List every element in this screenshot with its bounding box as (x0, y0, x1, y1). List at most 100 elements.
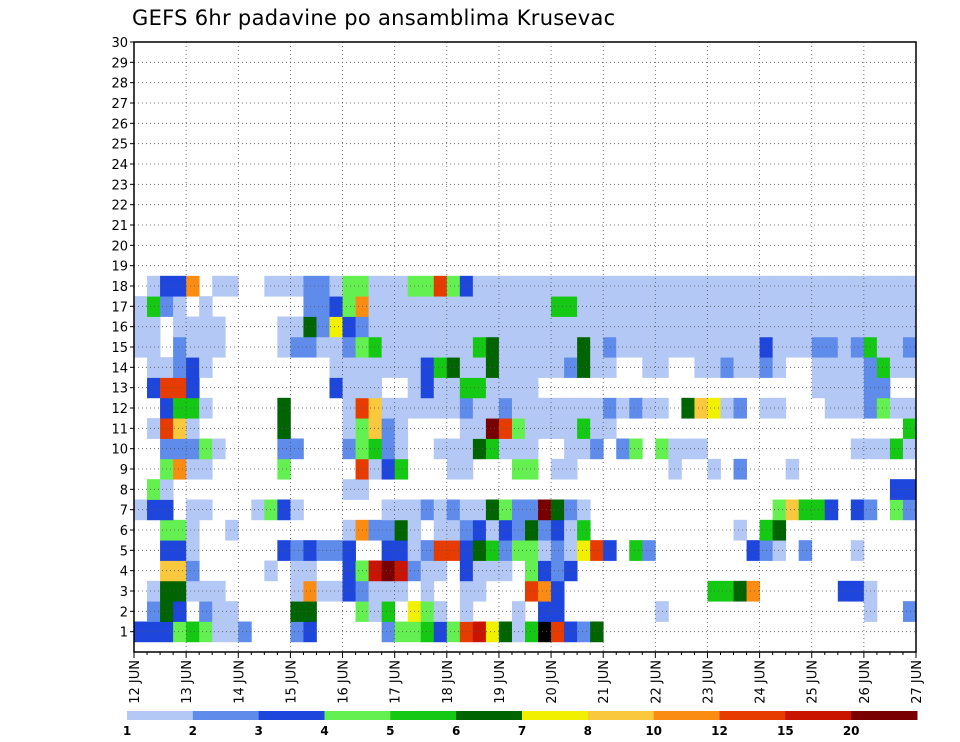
heatmap-cell (420, 336, 435, 358)
heatmap-cell (733, 357, 747, 378)
y-tick-label: 14 (111, 361, 128, 376)
heatmap-cell (590, 296, 604, 317)
x-tick-label: 17 JUN (389, 660, 404, 704)
heatmap-cell (446, 519, 461, 541)
heatmap-cell (498, 357, 513, 378)
y-tick-label: 16 (111, 321, 128, 336)
heatmap-cell (551, 499, 565, 521)
heatmap-cell (485, 357, 500, 378)
heatmap-cell (290, 275, 304, 297)
heatmap-cell (837, 296, 852, 317)
heatmap-cell (134, 336, 148, 358)
heatmap-cell (733, 397, 747, 419)
heatmap-cell (902, 479, 917, 500)
heatmap-cell (498, 499, 513, 521)
heatmap-cell (394, 560, 409, 582)
heatmap-cell (681, 296, 695, 317)
y-tick-label: 26 (111, 117, 128, 132)
y-tick-label: 9 (120, 463, 128, 478)
heatmap-cell (876, 438, 891, 460)
heatmap-cell (551, 357, 565, 378)
heatmap-cell (147, 418, 161, 439)
heatmap-cell (551, 580, 565, 602)
heatmap-cell (694, 357, 708, 378)
heatmap-cell (538, 560, 552, 582)
heatmap-cell (551, 316, 565, 338)
heatmap-cell (590, 357, 604, 378)
heatmap-cell (837, 336, 852, 358)
heatmap-cell (329, 336, 343, 358)
heatmap-cell (290, 499, 304, 521)
heatmap-cell (342, 296, 356, 317)
heatmap-cell (824, 499, 839, 521)
heatmap-cell (733, 316, 747, 338)
heatmap-cell (824, 397, 839, 419)
x-tick-label: 22 JUN (649, 660, 664, 704)
heatmap-cell (199, 499, 213, 521)
heatmap-cell (538, 397, 552, 419)
heatmap-cell (824, 336, 839, 358)
heatmap-cell (551, 540, 565, 561)
heatmap-cell (772, 296, 787, 317)
heatmap-cell (746, 357, 760, 378)
colorbar-swatch (785, 711, 852, 720)
heatmap-cell (186, 357, 200, 378)
heatmap-cell (485, 438, 500, 460)
heatmap-cell (381, 336, 396, 358)
heatmap-cell (290, 601, 304, 622)
heatmap-cell (681, 397, 695, 419)
heatmap-cell (577, 621, 591, 643)
heatmap-cell (368, 397, 383, 419)
heatmap-cell (199, 357, 213, 378)
heatmap-cell (329, 357, 343, 378)
heatmap-cell (147, 499, 161, 521)
heatmap-cell (746, 275, 760, 297)
colorbar-label: 20 (843, 724, 860, 738)
heatmap-cell (694, 296, 708, 317)
heatmap-cell (225, 275, 239, 297)
x-tick-label: 24 JUN (754, 660, 769, 704)
heatmap-cell (785, 296, 800, 317)
heatmap-cell (889, 336, 904, 358)
heatmap-cell (538, 519, 552, 541)
heatmap-cell (850, 336, 865, 358)
heatmap-cell (551, 601, 565, 622)
heatmap-cell (381, 316, 396, 338)
x-tick-label: 16 JUN (337, 660, 352, 704)
heatmap-cell (186, 580, 200, 602)
heatmap-cell (746, 540, 760, 561)
colorbar-swatch (127, 711, 194, 720)
heatmap-cell (381, 499, 396, 521)
heatmap-cell (876, 336, 891, 358)
heatmap-cell (525, 336, 539, 358)
colorbar-swatch (587, 711, 655, 720)
y-tick-label: 21 (111, 219, 128, 234)
heatmap-cell (785, 316, 800, 338)
colorbar-swatch (324, 711, 391, 720)
colorbar-swatch (192, 711, 260, 720)
heatmap-cell (746, 316, 760, 338)
heatmap-cell (733, 458, 747, 480)
heatmap-cell (642, 357, 656, 378)
heatmap-cell (577, 418, 591, 439)
heatmap-cell (134, 621, 148, 643)
heatmap-cell (902, 336, 917, 358)
heatmap-cell (173, 377, 187, 399)
y-tick-label: 4 (120, 565, 128, 580)
heatmap-cell (733, 296, 747, 317)
heatmap-cell (837, 357, 852, 378)
heatmap-cell (147, 357, 161, 378)
heatmap-cell (472, 580, 487, 602)
heatmap-cell (381, 357, 396, 378)
heatmap-cell (577, 438, 591, 460)
heatmap-cell (446, 499, 461, 521)
heatmap-cell (381, 418, 396, 439)
heatmap-cell (525, 621, 539, 643)
heatmap-cell (368, 418, 383, 439)
heatmap-cell (798, 540, 813, 561)
heatmap-cell (694, 397, 708, 419)
heatmap-cell (733, 275, 747, 297)
heatmap-cell (837, 580, 852, 602)
heatmap-cell (329, 377, 343, 399)
